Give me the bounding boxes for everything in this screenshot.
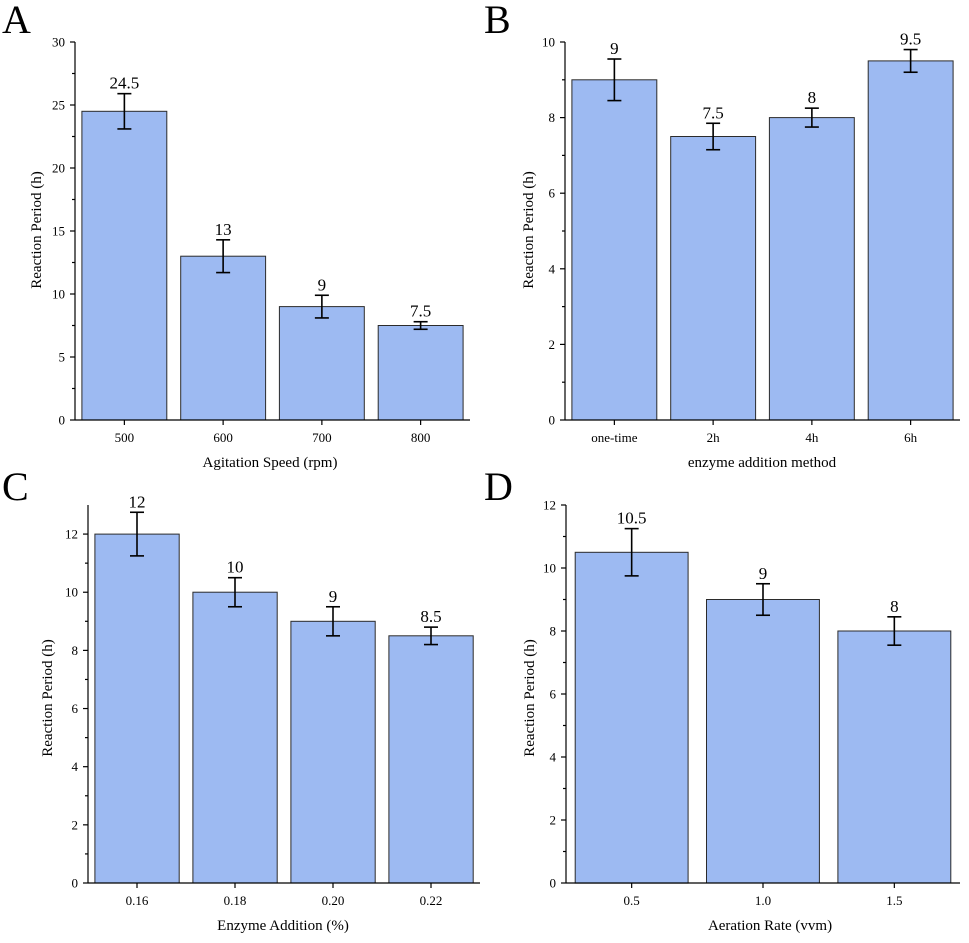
y-tick-label-c-5: 10 [65,585,78,600]
data-label-d-2: 8 [890,597,899,616]
y-tick-label-a-4: 20 [52,161,65,176]
panel-letter-b: B [484,0,511,42]
y-tick-label-b-0: 0 [549,413,556,428]
data-label-b-2: 8 [808,88,817,107]
y-tick-label-a-3: 15 [52,224,65,239]
y-tick-label-d-4: 8 [550,624,557,639]
y-tick-label-d-0: 0 [550,876,557,891]
bar-a-2 [278,306,365,421]
bar-c-1 [192,591,278,884]
data-label-a-3: 7.5 [410,302,431,321]
y-tick-label-d-5: 10 [543,561,556,576]
y-tick-label-d-6: 12 [543,498,556,513]
data-label-d-0: 10.5 [617,509,647,528]
data-label-b-3: 9.5 [900,30,921,49]
bar-d-2 [837,630,952,884]
x-tick-label-b-1: 2h [707,430,721,445]
y-axis-title-b: Reaction Period (h) [521,171,537,288]
y-tick-label-b-3: 6 [549,186,556,201]
y-tick-label-a-1: 5 [59,350,66,365]
y-tick-label-b-4: 8 [549,110,556,125]
y-tick-label-b-5: 10 [542,35,555,50]
x-tick-label-d-1: 1.0 [755,893,771,908]
x-tick-label-c-1: 0.18 [224,893,247,908]
data-label-c-3: 8.5 [420,607,441,626]
panel-c-chart: C Enzyme Addition (%) Reaction Period (h… [2,464,480,934]
bar-b-0 [571,79,658,421]
x-axis-title-c: Enzyme Addition (%) [217,918,349,934]
y-tick-label-d-1: 2 [550,813,557,828]
panel-a-chart: A Agitation Speed (rpm) Reaction Period … [2,0,470,471]
x-tick-label-c-0: 0.16 [126,893,149,908]
bar-a-3 [377,325,464,421]
data-label-c-1: 10 [227,558,244,577]
data-label-a-1: 13 [215,220,232,239]
bar-b-1 [670,136,757,421]
bar-b-3 [867,60,954,421]
bar-d-1 [706,599,820,884]
x-tick-label-c-2: 0.20 [322,893,345,908]
y-tick-label-d-2: 4 [550,750,557,765]
x-tick-label-b-3: 6h [904,430,918,445]
panel-letter-a: A [2,0,31,42]
x-axis-title-d: Aeration Rate (vvm) [708,918,832,934]
data-label-b-1: 7.5 [703,103,724,122]
bar-b-2 [768,117,855,421]
y-tick-label-b-1: 2 [549,337,556,352]
y-tick-label-c-0: 0 [72,876,79,891]
y-tick-label-b-2: 4 [549,261,556,276]
panel-letter-d: D [484,464,513,509]
y-tick-label-a-6: 30 [52,35,65,50]
x-tick-label-b-2: 4h [805,430,819,445]
y-tick-label-a-0: 0 [59,413,66,428]
x-tick-label-c-3: 0.22 [420,893,443,908]
bar-c-3 [388,635,474,884]
y-tick-label-c-3: 6 [72,701,79,716]
y-tick-label-a-2: 10 [52,287,65,302]
y-tick-label-c-6: 12 [65,527,78,542]
x-tick-label-a-3: 800 [411,430,431,445]
data-label-c-2: 9 [329,587,338,606]
x-tick-label-b-0: one-time [591,430,637,445]
y-tick-label-c-1: 2 [72,817,79,832]
bar-c-0 [94,533,180,884]
panel-d-chart: D Aeration Rate (vvm) Reaction Period (h… [484,464,960,934]
x-tick-label-a-2: 700 [312,430,332,445]
data-label-a-0: 24.5 [110,74,140,93]
data-label-d-1: 9 [759,564,768,583]
y-tick-label-c-4: 8 [72,643,79,658]
x-tick-label-a-1: 600 [213,430,233,445]
y-tick-label-d-3: 6 [550,687,557,702]
bar-d-0 [574,551,689,884]
x-tick-label-a-0: 500 [115,430,135,445]
bar-a-0 [81,110,168,421]
data-label-b-0: 9 [610,39,619,58]
bar-c-2 [290,620,376,884]
data-label-a-2: 9 [318,275,327,294]
y-axis-title-d: Reaction Period (h) [522,639,538,756]
x-tick-label-d-2: 1.5 [886,893,902,908]
data-label-c-0: 12 [129,492,146,511]
panel-letter-c: C [2,464,29,509]
y-axis-title-a: Reaction Period (h) [29,171,45,288]
x-tick-label-d-0: 0.5 [624,893,640,908]
y-tick-label-a-5: 25 [52,98,65,113]
bar-a-1 [180,255,267,421]
y-axis-title-c: Reaction Period (h) [40,639,56,756]
panel-b-chart: B enzyme addition method Reaction Period… [484,0,960,471]
x-axis-title-b: enzyme addition method [688,455,837,471]
x-axis-title-a: Agitation Speed (rpm) [203,455,338,471]
y-tick-label-c-2: 4 [72,759,79,774]
